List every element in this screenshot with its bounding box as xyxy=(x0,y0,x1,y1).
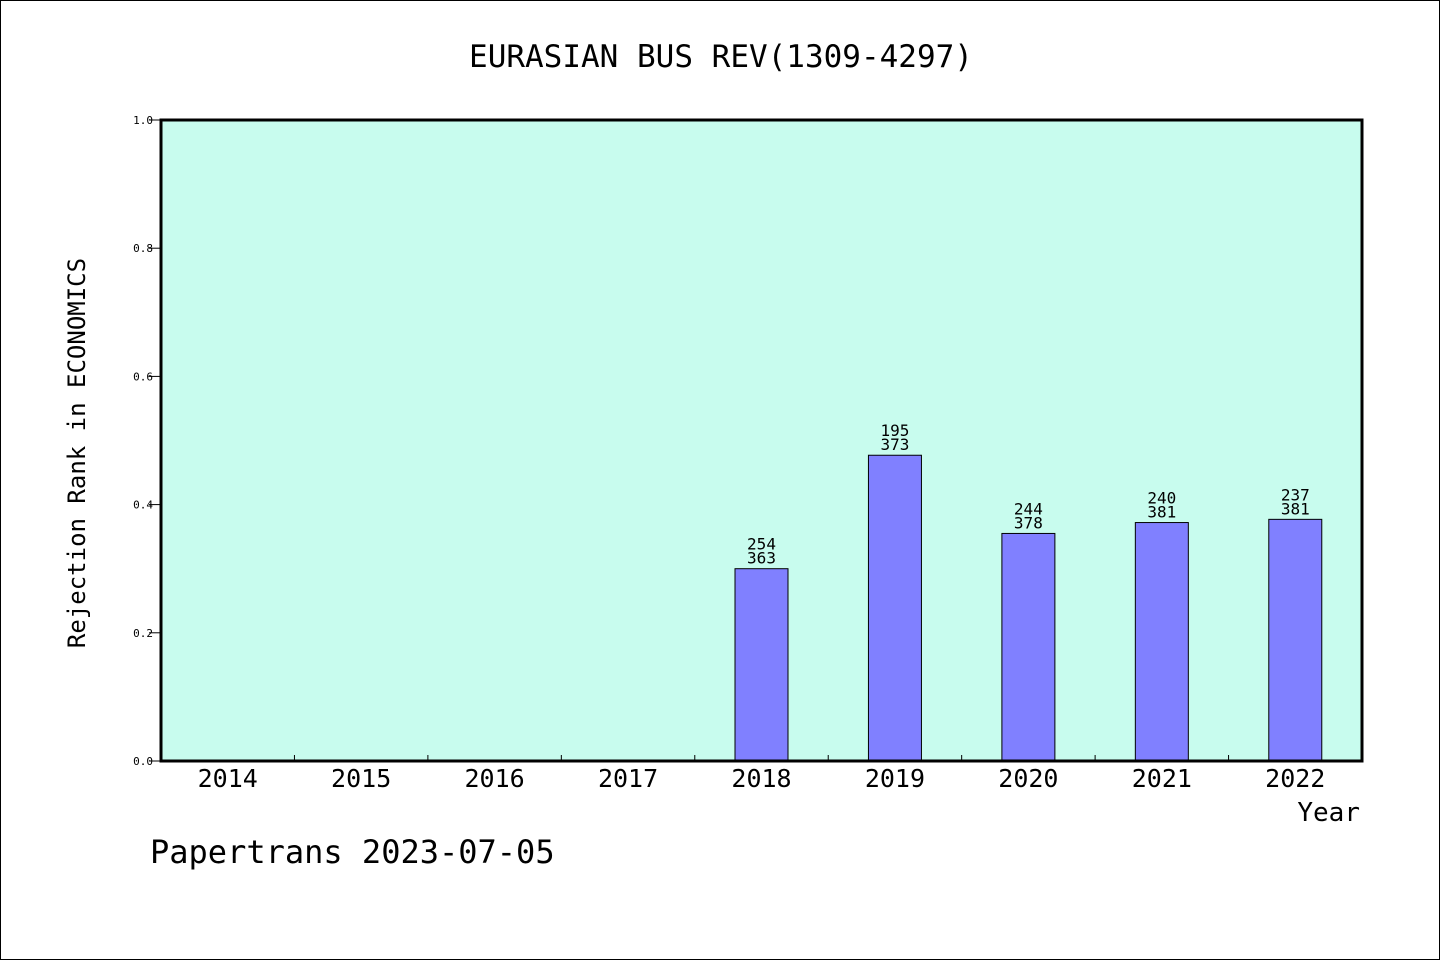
plot-border xyxy=(159,118,1364,763)
data-label-bottom-2018: 363 xyxy=(747,549,776,568)
y-tick-label-0.8: 0.8 xyxy=(133,242,153,255)
data-label-top-2020: 244 xyxy=(1014,499,1043,518)
x-tick-label-2018: 2018 xyxy=(731,764,791,793)
bar-2021 xyxy=(1134,522,1189,762)
x-tick-label-2020: 2020 xyxy=(998,764,1058,793)
data-label-top-2021: 240 xyxy=(1147,489,1176,508)
x-tick-label-2014: 2014 xyxy=(198,764,258,793)
x-tick-label-2016: 2016 xyxy=(465,764,525,793)
bar-2020 xyxy=(1001,532,1056,762)
y-axis-ticks: 0.0 0.2 0.4 0.6 0.8 1.0 xyxy=(133,114,161,768)
y-tick-label-0.4: 0.4 xyxy=(133,499,153,512)
chart-title: EURASIAN BUS REV(1309-4297) xyxy=(469,39,973,75)
data-label-top-2019: 195 xyxy=(880,421,909,440)
x-tick-label-2017: 2017 xyxy=(598,764,658,793)
bar-2018 xyxy=(734,568,789,762)
data-label-bottom-2019: 373 xyxy=(880,435,909,454)
data-label-bottom-2021: 381 xyxy=(1147,503,1176,522)
y-tick-label-1.0: 1.0 xyxy=(133,114,153,127)
x-tick-label-2019: 2019 xyxy=(865,764,925,793)
y-tick-label-0.2: 0.2 xyxy=(133,627,153,640)
bar-2019 xyxy=(867,454,922,762)
data-label-bottom-2022: 381 xyxy=(1281,499,1310,518)
x-tick-label-2015: 2015 xyxy=(331,764,391,793)
x-axis-label: Year xyxy=(1297,798,1360,828)
footer-credit: Papertrans 2023-07-05 xyxy=(150,833,555,871)
data-label-top-2022: 237 xyxy=(1281,485,1310,504)
data-label-bottom-2020: 378 xyxy=(1014,513,1043,532)
data-label-top-2018: 254 xyxy=(747,535,776,554)
y-axis-label: Rejection Rank in ECONOMICS xyxy=(63,258,91,648)
x-axis-ticks: 2014 2015 2016 2017 2018 2019 2020 2021 2022 xyxy=(198,755,1325,793)
bar-2022 xyxy=(1268,518,1323,762)
x-tick-label-2022: 2022 xyxy=(1265,764,1325,793)
y-tick-label-0.0: 0.0 xyxy=(133,755,153,768)
bars xyxy=(734,454,1323,762)
y-tick-label-0.6: 0.6 xyxy=(133,370,153,383)
x-tick-label-2021: 2021 xyxy=(1132,764,1192,793)
